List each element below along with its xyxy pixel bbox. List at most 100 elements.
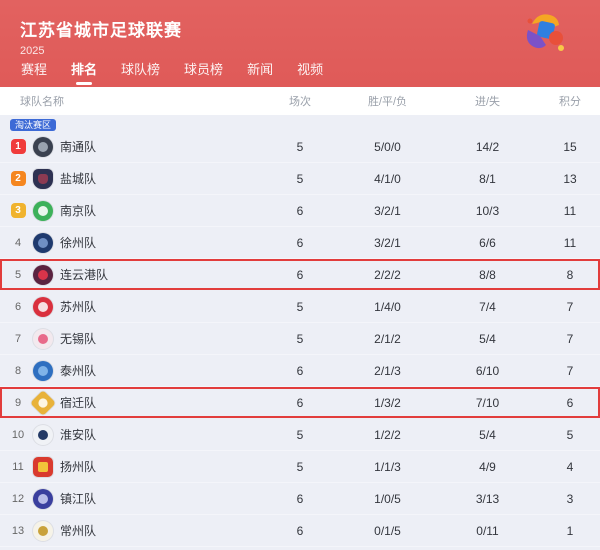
league-logo-icon <box>526 14 564 51</box>
matches-played: 6 <box>296 267 304 282</box>
matches-played: 5 <box>296 427 304 442</box>
rank-slot: 7 <box>10 333 26 345</box>
matches-played: 6 <box>296 203 304 218</box>
nav-tab-1[interactable]: 排名 <box>70 53 98 87</box>
goals-for-against: 5/4 <box>479 331 496 346</box>
win-draw-loss: 2/2/2 <box>374 267 401 282</box>
win-draw-loss: 1/0/5 <box>374 491 401 506</box>
nav-tab-label: 赛程 <box>21 62 48 77</box>
page-title: 江苏省城市足球联赛 <box>20 21 182 40</box>
nav-tab-5[interactable]: 视频 <box>296 53 324 87</box>
nav-tab-label: 球队榜 <box>121 62 161 77</box>
matches-played: 6 <box>296 523 304 538</box>
rank-number: 6 <box>14 300 22 313</box>
table-row[interactable]: 6 苏州队 5 1/4/0 7/4 7 <box>0 291 600 323</box>
col-header-team: 球队名称 <box>20 96 64 108</box>
win-draw-loss: 3/2/1 <box>374 235 401 250</box>
table-row[interactable]: 2 盐城队 5 4/1/0 8/1 13 <box>0 163 600 195</box>
points: 11 <box>563 235 577 250</box>
table-row[interactable]: 1 南通队 5 5/0/0 14/2 15 <box>0 131 600 163</box>
goals-for-against: 5/4 <box>479 427 496 442</box>
nav-tab-4[interactable]: 新闻 <box>246 53 274 87</box>
points: 3 <box>566 491 574 506</box>
goals-for-against: 0/11 <box>476 523 499 538</box>
table-row[interactable]: 11 扬州队 5 1/1/3 4/9 4 <box>0 451 600 483</box>
team-logo-icon <box>33 520 53 541</box>
table-row[interactable]: 7 无锡队 5 2/1/2 5/4 7 <box>0 323 600 355</box>
team-name: 盐城队 <box>60 172 97 186</box>
team-name: 镇江队 <box>60 492 97 506</box>
rank-number: 13 <box>11 524 25 537</box>
rank-number: 8 <box>14 364 22 377</box>
rank-badge: 3 <box>10 203 26 218</box>
team-name: 苏州队 <box>60 300 97 314</box>
goals-for-against: 3/13 <box>475 491 500 506</box>
table-header-row: 球队名称 场次 胜/平/负 进/失 积分 <box>0 87 600 115</box>
nav-tab-label: 视频 <box>297 62 324 77</box>
matches-played: 6 <box>296 395 304 410</box>
col-header-points: 积分 <box>559 96 581 108</box>
team-name: 无锡队 <box>60 332 97 346</box>
nav-tab-2[interactable]: 球队榜 <box>120 53 161 87</box>
team-logo-icon <box>29 389 57 416</box>
rank-slot: 9 <box>10 397 26 409</box>
win-draw-loss: 1/3/2 <box>374 395 401 410</box>
win-draw-loss: 1/1/3 <box>374 459 401 474</box>
table-row[interactable]: 3 南京队 6 3/2/1 10/3 11 <box>0 195 600 227</box>
points: 7 <box>566 299 574 314</box>
rank-number: 5 <box>14 268 22 281</box>
goals-for-against: 6/6 <box>479 235 496 250</box>
nav-tab-label: 球员榜 <box>184 62 224 77</box>
table-row[interactable]: 8 泰州队 6 2/1/3 6/10 7 <box>0 355 600 387</box>
points: 11 <box>563 203 577 218</box>
table-row[interactable]: 9 宿迁队 6 1/3/2 7/10 6 <box>0 387 600 419</box>
col-header-goals: 进/失 <box>474 96 501 108</box>
win-draw-loss: 5/0/0 <box>374 139 401 154</box>
rank-slot: 13 <box>10 525 26 537</box>
table-row[interactable]: 10 淮安队 5 1/2/2 5/4 5 <box>0 419 600 451</box>
team-name: 徐州队 <box>60 236 97 250</box>
team-name: 扬州队 <box>60 460 97 474</box>
points: 7 <box>566 331 574 346</box>
matches-played: 6 <box>296 235 304 250</box>
rank-slot: 6 <box>10 301 26 313</box>
team-logo-icon <box>33 168 53 189</box>
matches-played: 5 <box>296 299 304 314</box>
app-header: 江苏省城市足球联赛 2025 赛程 排名 球队榜 球员榜 新闻 视频 <box>0 0 600 87</box>
rank-slot: 3 <box>10 203 26 218</box>
win-draw-loss: 1/4/0 <box>374 299 401 314</box>
team-logo-icon <box>33 328 53 349</box>
table-row[interactable]: 5 连云港队 6 2/2/2 8/8 8 <box>0 259 600 291</box>
table-row[interactable]: 12 镇江队 6 1/0/5 3/13 3 <box>0 483 600 515</box>
rank-number: 9 <box>14 396 22 409</box>
team-name: 宿迁队 <box>60 396 97 410</box>
goals-for-against: 14/2 <box>475 139 500 154</box>
rank-slot: 10 <box>10 429 26 441</box>
points: 13 <box>563 171 577 186</box>
table-row[interactable]: 4 徐州队 6 3/2/1 6/6 11 <box>0 227 600 259</box>
nav-tabs: 赛程 排名 球队榜 球员榜 新闻 视频 <box>20 53 324 87</box>
rank-number: 4 <box>14 236 22 249</box>
nav-tab-0[interactable]: 赛程 <box>20 53 48 87</box>
rank-slot: 4 <box>10 237 26 249</box>
matches-played: 6 <box>296 491 304 506</box>
col-header-wdl: 胜/平/负 <box>367 96 408 108</box>
team-name: 连云港队 <box>60 268 109 282</box>
rank-badge: 2 <box>10 171 26 186</box>
nav-tab-3[interactable]: 球员榜 <box>183 53 224 87</box>
team-name: 常州队 <box>60 524 97 538</box>
rank-slot: 11 <box>10 461 26 473</box>
team-logo-icon <box>33 264 53 285</box>
team-name: 淮安队 <box>60 428 97 442</box>
team-logo-icon <box>33 488 53 509</box>
matches-played: 5 <box>296 331 304 346</box>
rank-slot: 5 <box>10 269 26 281</box>
rows-container: 1 南通队 5 5/0/0 14/2 15 2 盐城队 5 4/1/0 8/1 … <box>0 131 600 547</box>
win-draw-loss: 0/1/5 <box>374 523 401 538</box>
standings-table: 淘汰赛区 1 南通队 5 5/0/0 14/2 15 2 盐城队 5 4/1/0… <box>0 115 600 550</box>
table-row[interactable]: 13 常州队 6 0/1/5 0/11 1 <box>0 515 600 547</box>
team-logo-icon <box>33 424 53 445</box>
col-header-played: 场次 <box>289 96 311 108</box>
rank-number: 12 <box>11 492 25 505</box>
rank-slot: 2 <box>10 171 26 186</box>
